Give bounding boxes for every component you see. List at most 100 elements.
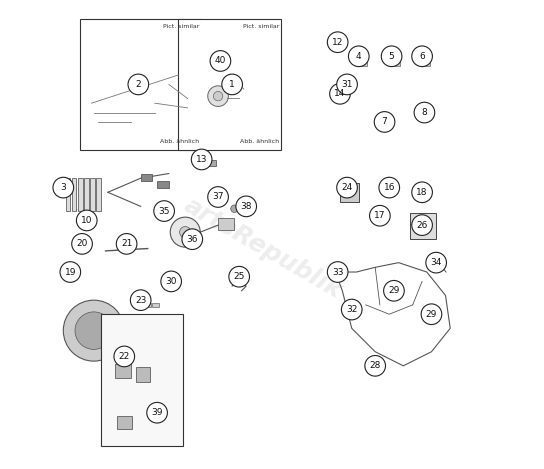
Circle shape: [208, 187, 228, 207]
Circle shape: [76, 210, 97, 231]
Bar: [390, 59, 400, 66]
Text: 13: 13: [196, 155, 207, 164]
Bar: [157, 181, 169, 188]
Circle shape: [236, 196, 257, 217]
Circle shape: [337, 177, 357, 198]
Circle shape: [412, 215, 432, 235]
Bar: [340, 183, 358, 202]
Text: 23: 23: [135, 295, 146, 305]
Text: 28: 28: [369, 361, 381, 371]
Text: 21: 21: [121, 239, 132, 249]
Text: 31: 31: [341, 80, 353, 89]
Bar: [117, 416, 132, 429]
Circle shape: [384, 280, 404, 301]
Bar: [124, 327, 143, 334]
Circle shape: [231, 205, 238, 212]
Circle shape: [412, 182, 432, 203]
Circle shape: [213, 91, 222, 101]
Circle shape: [229, 266, 250, 287]
Text: 39: 39: [151, 408, 163, 417]
Circle shape: [381, 46, 402, 67]
Circle shape: [63, 300, 124, 361]
Text: 18: 18: [416, 188, 428, 197]
Text: 29: 29: [426, 310, 437, 319]
Bar: [141, 174, 152, 181]
Text: 25: 25: [233, 272, 245, 281]
Circle shape: [154, 201, 175, 221]
Circle shape: [182, 229, 202, 250]
FancyBboxPatch shape: [101, 314, 183, 446]
Bar: [72, 178, 76, 211]
Circle shape: [349, 46, 369, 67]
Bar: [356, 59, 367, 66]
Text: 24: 24: [342, 183, 353, 192]
Text: 30: 30: [165, 277, 177, 286]
Text: 3: 3: [60, 183, 66, 192]
Text: 37: 37: [212, 192, 224, 202]
Text: 1: 1: [229, 80, 235, 89]
Text: 26: 26: [416, 220, 428, 230]
Circle shape: [342, 299, 362, 320]
Bar: [144, 303, 151, 307]
Bar: [90, 178, 95, 211]
Text: 4: 4: [356, 52, 362, 61]
Text: 35: 35: [158, 206, 170, 216]
Circle shape: [379, 177, 399, 198]
Text: artsRepublik: artsRepublik: [180, 194, 346, 303]
Text: 16: 16: [384, 183, 395, 192]
Bar: [384, 119, 393, 126]
Circle shape: [369, 205, 390, 226]
Text: 33: 33: [332, 267, 343, 277]
Bar: [218, 218, 234, 230]
Circle shape: [337, 74, 357, 95]
Circle shape: [330, 83, 350, 104]
Circle shape: [180, 227, 191, 238]
Circle shape: [60, 262, 81, 282]
Text: 36: 36: [187, 234, 198, 244]
Bar: [136, 367, 150, 382]
Circle shape: [147, 402, 168, 423]
Text: 32: 32: [346, 305, 357, 314]
Circle shape: [222, 74, 243, 95]
Circle shape: [414, 102, 435, 123]
Text: 2: 2: [135, 80, 141, 89]
Bar: [206, 160, 216, 166]
Circle shape: [327, 262, 348, 282]
Circle shape: [191, 149, 212, 170]
Circle shape: [327, 32, 348, 53]
Circle shape: [210, 51, 231, 71]
Circle shape: [116, 234, 137, 254]
Bar: [410, 213, 436, 239]
Text: 20: 20: [76, 239, 88, 249]
Circle shape: [72, 234, 92, 254]
Bar: [337, 91, 343, 96]
Circle shape: [53, 177, 73, 198]
Text: 19: 19: [65, 267, 76, 277]
Text: 38: 38: [240, 202, 252, 211]
Text: 12: 12: [332, 38, 343, 47]
Text: Abb. ähnlich: Abb. ähnlich: [160, 139, 199, 144]
Text: Pict. similar: Pict. similar: [163, 24, 199, 30]
Bar: [84, 178, 89, 211]
Text: 8: 8: [422, 108, 427, 117]
Bar: [333, 45, 342, 49]
Text: 40: 40: [215, 56, 226, 66]
Text: Pict. similar: Pict. similar: [243, 24, 279, 30]
Circle shape: [365, 356, 386, 376]
Circle shape: [426, 252, 447, 273]
Text: 17: 17: [374, 211, 386, 220]
FancyBboxPatch shape: [80, 19, 202, 150]
Bar: [423, 109, 432, 118]
Circle shape: [75, 312, 113, 349]
Bar: [96, 178, 101, 211]
Text: 29: 29: [388, 286, 400, 295]
Circle shape: [208, 86, 228, 106]
Circle shape: [170, 217, 200, 247]
Text: Abb. ähnlich: Abb. ähnlich: [240, 139, 279, 144]
Text: 10: 10: [81, 216, 92, 225]
Text: 34: 34: [430, 258, 442, 267]
Text: 6: 6: [419, 52, 425, 61]
Circle shape: [128, 74, 149, 95]
Circle shape: [166, 279, 176, 288]
Text: 14: 14: [335, 89, 345, 98]
